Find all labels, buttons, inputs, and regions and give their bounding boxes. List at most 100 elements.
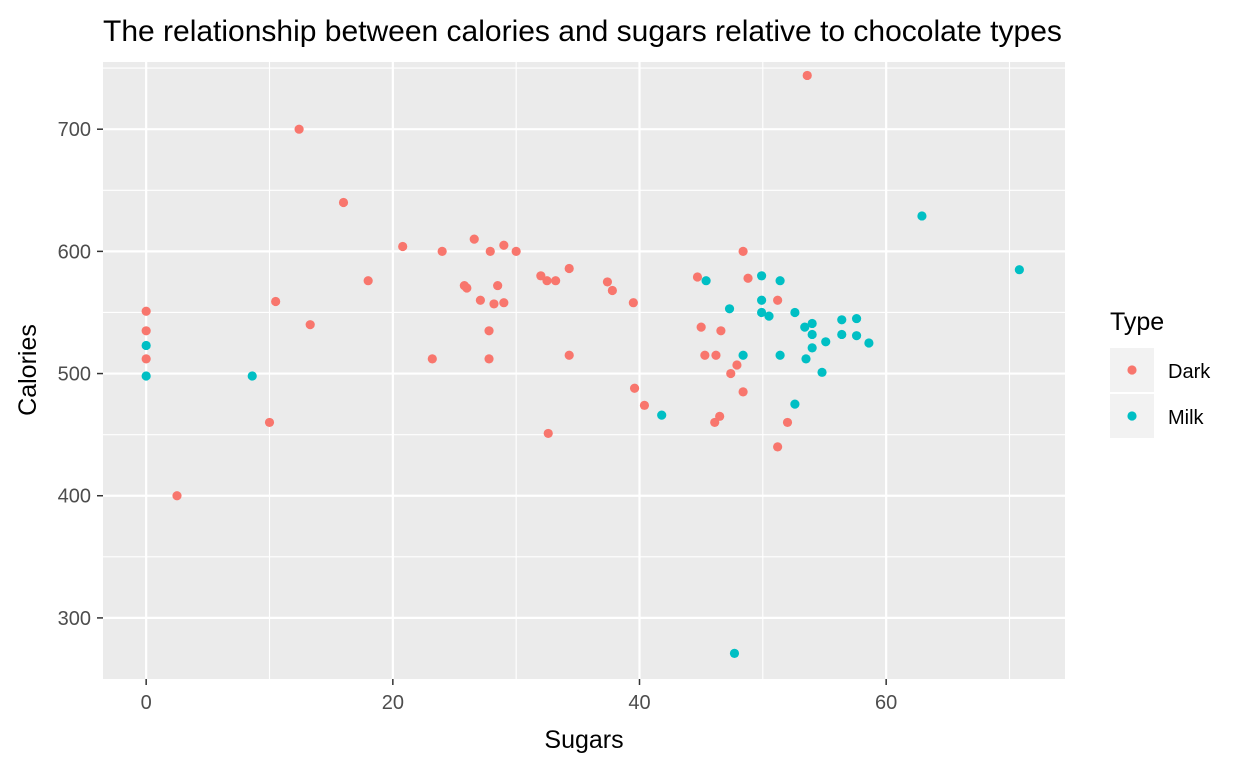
data-point-dark	[489, 299, 499, 309]
data-point-milk	[775, 276, 785, 286]
data-point-dark	[271, 296, 281, 307]
x-axis-label: Sugars	[544, 726, 623, 754]
data-point-dark	[607, 285, 617, 296]
data-point-milk	[764, 311, 774, 321]
data-point-dark	[485, 246, 495, 256]
data-point-dark	[542, 276, 552, 286]
data-point-milk	[729, 648, 740, 658]
data-point-dark	[732, 360, 742, 370]
data-point-dark	[398, 241, 408, 252]
y-axis-ticks: 300 400 500 600 700	[58, 119, 103, 630]
data-point-dark	[715, 411, 725, 421]
data-point-milk	[141, 371, 151, 381]
data-point-dark	[692, 272, 703, 282]
data-point-milk	[790, 399, 800, 409]
data-point-milk	[247, 371, 257, 381]
data-point-milk	[800, 322, 810, 332]
data-point-dark	[773, 295, 783, 305]
data-point-milk	[801, 354, 811, 364]
data-point-milk	[701, 276, 711, 286]
data-point-dark	[710, 417, 720, 428]
data-point-milk	[917, 211, 927, 221]
data-point-dark	[141, 326, 151, 336]
x-tick-label: 20	[382, 692, 404, 714]
data-point-milk	[1014, 265, 1024, 275]
data-point-milk	[141, 340, 151, 351]
data-point-milk	[851, 313, 862, 324]
data-point-dark	[536, 271, 546, 281]
y-tick-label: 600	[58, 241, 91, 263]
y-tick-label: 700	[58, 119, 91, 141]
data-point-milk	[851, 331, 862, 341]
legend: Type Dark Milk	[1110, 308, 1211, 438]
data-point-dark	[551, 276, 561, 286]
data-point-dark	[338, 197, 349, 208]
data-point-milk	[837, 315, 847, 325]
y-tick-label: 300	[58, 608, 91, 630]
data-point-milk	[864, 338, 874, 348]
data-point-dark	[726, 368, 736, 379]
data-point-dark	[172, 491, 182, 501]
x-tick-label: 0	[141, 692, 152, 714]
data-point-dark	[564, 263, 574, 274]
data-point-dark	[696, 322, 706, 332]
data-point-dark	[738, 246, 748, 256]
y-tick-label: 500	[58, 364, 91, 386]
data-point-milk	[724, 304, 735, 314]
data-point-dark	[773, 442, 783, 452]
data-point-dark	[629, 383, 640, 393]
data-point-dark	[639, 400, 650, 410]
legend-swatch-milk	[1127, 411, 1137, 421]
data-point-milk	[807, 343, 817, 353]
data-point-dark	[469, 234, 479, 244]
data-point-milk	[738, 350, 748, 360]
legend-swatch-dark	[1127, 365, 1137, 375]
data-point-dark	[141, 306, 151, 316]
minor-gridlines	[103, 62, 1065, 679]
data-point-dark	[493, 280, 503, 291]
data-point-dark	[716, 326, 726, 336]
data-point-milk	[775, 350, 785, 360]
data-point-milk	[821, 337, 831, 347]
data-point-dark	[499, 298, 509, 308]
x-tick-label: 60	[875, 692, 897, 714]
data-point-dark	[294, 124, 304, 134]
data-point-dark	[484, 354, 494, 364]
data-point-milk	[817, 367, 827, 377]
y-tick-label: 400	[58, 486, 91, 508]
data-point-dark	[264, 417, 275, 428]
data-point-dark	[700, 350, 710, 360]
data-point-dark	[305, 320, 315, 330]
chart-title: The relationship between calories and su…	[103, 15, 1062, 48]
data-point-milk	[790, 307, 800, 318]
data-point-dark	[543, 428, 553, 439]
data-point-milk	[757, 271, 767, 281]
legend-label-dark: Dark	[1168, 361, 1211, 383]
data-point-dark	[802, 70, 812, 81]
data-point-dark	[743, 273, 753, 283]
data-point-dark	[363, 276, 373, 286]
data-point-milk	[837, 329, 847, 340]
legend-label-milk: Milk	[1168, 407, 1205, 429]
data-point-dark	[711, 350, 721, 360]
data-point-dark	[564, 350, 574, 360]
data-point-dark	[628, 298, 638, 308]
data-point-milk	[807, 329, 817, 340]
data-point-dark	[141, 354, 151, 364]
data-point-milk	[657, 410, 667, 420]
data-point-dark	[511, 246, 521, 256]
data-points	[141, 70, 1024, 658]
x-tick-label: 40	[628, 692, 650, 714]
data-point-dark	[738, 387, 748, 397]
data-point-dark	[475, 295, 485, 305]
y-axis-label: Calories	[14, 324, 42, 416]
data-point-milk	[757, 295, 767, 305]
data-point-dark	[499, 240, 509, 250]
major-gridlines	[103, 62, 1065, 679]
plot-panel	[103, 62, 1065, 679]
data-point-dark	[462, 283, 472, 293]
data-point-milk	[807, 318, 817, 329]
data-point-dark	[427, 354, 437, 364]
